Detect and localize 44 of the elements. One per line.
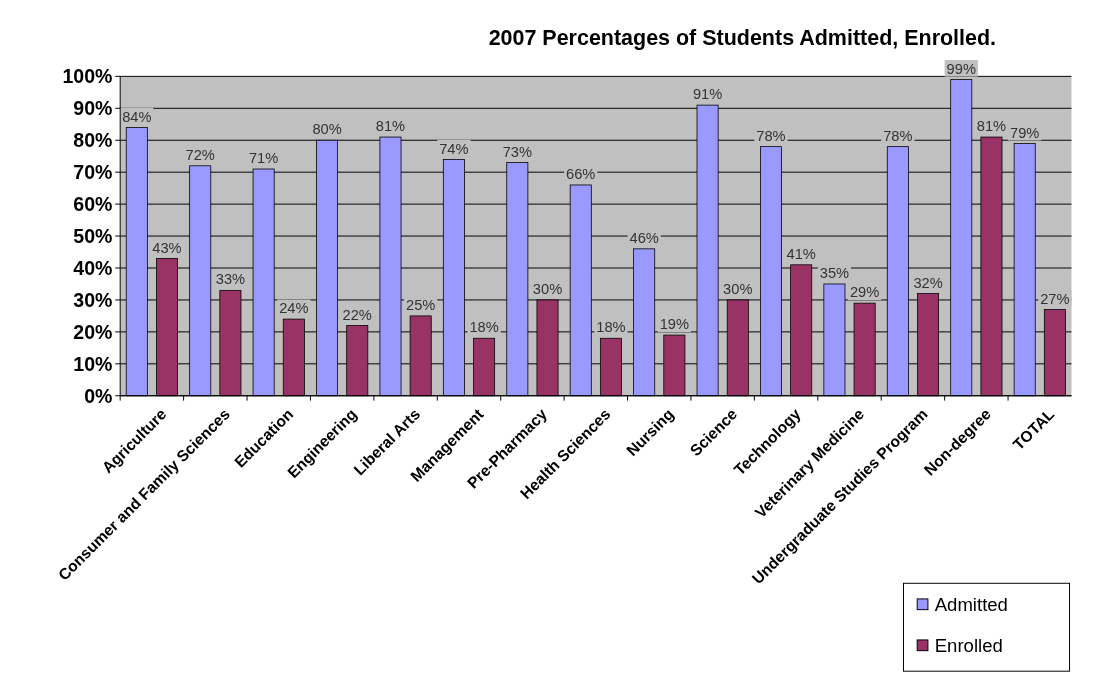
data-label: 30% bbox=[723, 281, 753, 298]
y-tick-label: 30% bbox=[73, 288, 113, 311]
y-tick-label: 60% bbox=[73, 192, 113, 215]
data-label: 25% bbox=[406, 297, 436, 314]
y-tick-label: 80% bbox=[73, 129, 113, 152]
data-label: 79% bbox=[1010, 124, 1040, 141]
data-label: 27% bbox=[1040, 290, 1070, 307]
data-label: 84% bbox=[122, 108, 152, 125]
y-tick-label: 40% bbox=[73, 256, 113, 279]
y-tick-label: 70% bbox=[73, 161, 113, 184]
data-label: 66% bbox=[566, 166, 596, 183]
y-tick-label: 90% bbox=[73, 97, 113, 120]
data-label: 18% bbox=[596, 319, 626, 336]
data-label: 72% bbox=[185, 146, 215, 163]
data-label: 32% bbox=[913, 274, 943, 291]
data-label: 41% bbox=[786, 245, 816, 262]
data-label: 18% bbox=[469, 319, 499, 336]
data-label: 35% bbox=[819, 265, 850, 282]
y-tick-label: 50% bbox=[73, 224, 113, 247]
data-label: 24% bbox=[279, 300, 309, 317]
y-tick-label: 0% bbox=[84, 384, 113, 407]
data-label: 99% bbox=[946, 60, 976, 77]
data-label: 29% bbox=[849, 284, 880, 301]
data-label: 91% bbox=[692, 86, 723, 103]
data-label: 71% bbox=[248, 150, 279, 167]
y-tick-label: 100% bbox=[62, 65, 113, 88]
data-label: 81% bbox=[375, 118, 406, 135]
data-label: 43% bbox=[152, 239, 182, 256]
y-tick-label: 20% bbox=[73, 320, 113, 343]
legend-label: Enrolled bbox=[934, 635, 1003, 657]
chart-title: 2007 Percentages of Students Admitted, Enrolled. bbox=[488, 26, 997, 51]
data-label: 46% bbox=[629, 229, 659, 246]
data-label: 81% bbox=[976, 118, 1007, 135]
data-label: 30% bbox=[532, 281, 563, 298]
data-label: 19% bbox=[659, 316, 690, 333]
y-tick-label: 10% bbox=[73, 352, 113, 375]
data-label: 80% bbox=[312, 121, 342, 138]
data-label: 73% bbox=[502, 143, 532, 160]
data-label: 22% bbox=[342, 306, 372, 323]
data-label: 33% bbox=[215, 271, 246, 288]
legend-label: Admitted bbox=[934, 594, 1008, 616]
data-label: 74% bbox=[439, 140, 469, 157]
data-label: 78% bbox=[756, 127, 786, 144]
data-label: 78% bbox=[883, 127, 913, 144]
